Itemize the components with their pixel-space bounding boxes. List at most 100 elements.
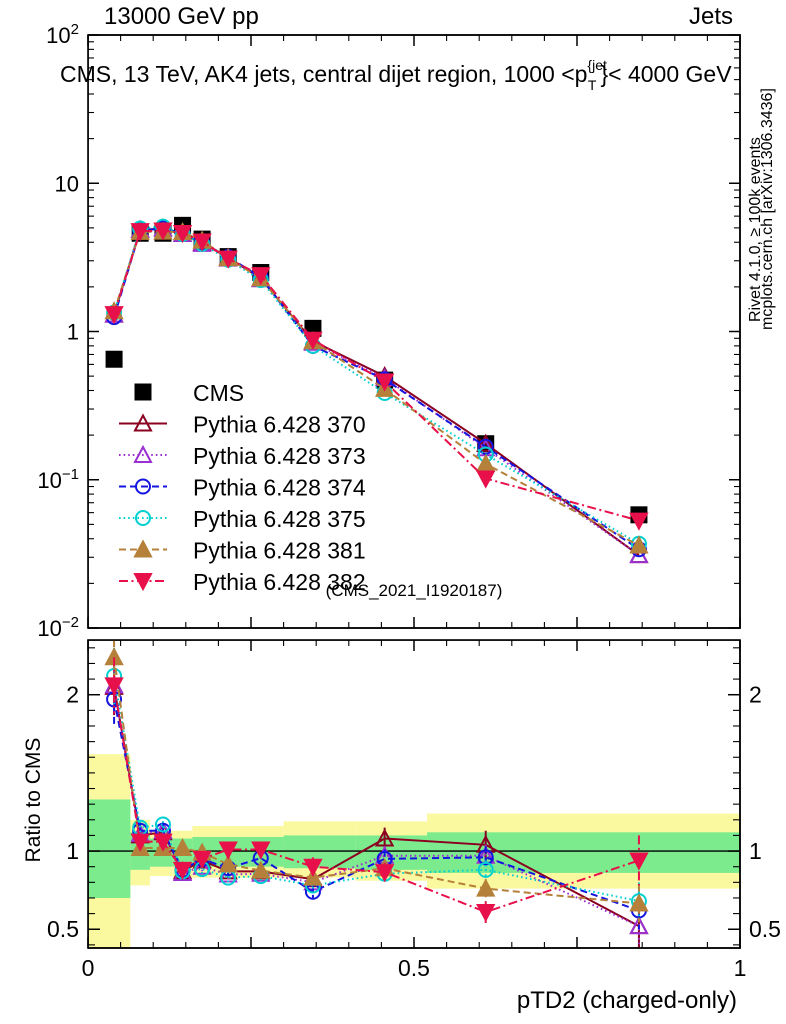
legend-item-3[interactable]: Pythia 6.428 374 — [119, 475, 366, 501]
marker-triangle-up — [303, 867, 323, 886]
series-1 — [104, 218, 649, 564]
marker-triangle-down — [251, 841, 271, 860]
marker-triangle-up — [374, 828, 395, 847]
marker-triangle-down — [303, 858, 323, 877]
marker-triangle-down — [172, 224, 193, 244]
marker-triangle-down — [218, 841, 238, 860]
y-tick-label-main: 102 — [46, 21, 79, 48]
ratio-data — [104, 640, 649, 948]
mcplots-label: mcplots.cern.ch [arXiv:1306.3436] — [759, 88, 776, 330]
legend-item-4[interactable]: Pythia 6.428 375 — [119, 506, 366, 532]
main-frame-2 — [87, 34, 741, 629]
marker-triangle-up — [629, 893, 649, 912]
marker-triangle-up — [172, 837, 193, 856]
legend-item-6[interactable]: Pythia 6.428 382 — [119, 569, 366, 595]
rivet-label: Rivet 4.1.0, ≥ 100k events — [747, 137, 764, 322]
marker-square — [105, 350, 123, 368]
clip-right — [741, 0, 786, 1024]
ratio-series-2 — [104, 657, 649, 947]
marker-triangle-down — [104, 677, 124, 696]
ratio-axis-label: Ratio to CMS — [22, 738, 45, 863]
y-tick-label-ratio-right: 1 — [749, 838, 762, 864]
marker-triangle-down — [629, 852, 649, 871]
series-2 — [104, 218, 649, 564]
marker-triangle-up — [133, 539, 153, 558]
ratio-series-1 — [104, 658, 649, 948]
marker-triangle-up — [218, 854, 238, 873]
marker-triangle-up — [172, 862, 193, 881]
y-tick-label-ratio: 1 — [66, 838, 79, 864]
marker-triangle-down — [374, 864, 395, 883]
y-tick-label-main: 1 — [67, 320, 79, 345]
ratio-series-3 — [106, 672, 647, 930]
series-0 — [105, 216, 648, 524]
marker-triangle-down — [153, 222, 173, 241]
legend-label: Pythia 6.428 382 — [193, 569, 366, 595]
band-stat — [427, 832, 740, 873]
marker-triangle-down — [153, 833, 173, 852]
marker-triangle-down — [130, 833, 150, 852]
y-tick-label-ratio-right: 2 — [749, 682, 762, 708]
marker-triangle-down — [172, 861, 193, 880]
marker-triangle-down — [303, 331, 323, 350]
marker-triangle-down — [251, 267, 271, 286]
marker-circle — [477, 861, 494, 878]
legend-label: Pythia 6.428 375 — [193, 506, 366, 532]
legend-label: Pythia 6.428 381 — [193, 538, 366, 564]
marker-triangle-down — [192, 233, 212, 252]
y-tick-label-ratio: 0.5 — [47, 916, 79, 942]
marker-triangle-down — [130, 223, 150, 242]
band-stat — [88, 799, 131, 898]
marker-circle — [154, 816, 171, 833]
marker-triangle-up — [133, 413, 153, 432]
x-tick-label: 0.5 — [398, 955, 430, 981]
marker-triangle-up — [133, 444, 153, 463]
legend-label: Pythia 6.428 370 — [193, 412, 366, 438]
marker-circle — [477, 849, 494, 866]
y-tick-label-main: 10−1 — [37, 466, 79, 493]
x-tick-label: 1 — [734, 955, 747, 981]
marker-triangle-down — [218, 250, 238, 269]
header-left: 13000 GeV pp — [104, 3, 259, 30]
marker-triangle-down — [192, 850, 212, 870]
y-tick-label-main: 10 — [55, 171, 79, 196]
marker-circle — [135, 478, 151, 495]
main-panel-frame — [87, 34, 741, 629]
main-data — [104, 216, 649, 564]
x-axis-label: pTD2 (charged-only) — [517, 987, 737, 1014]
legend-item-5[interactable]: Pythia 6.428 381 — [119, 538, 366, 564]
ratio-line — [113, 657, 640, 905]
legend-label: CMS — [193, 380, 244, 406]
legend-item-0[interactable]: CMS — [134, 380, 244, 406]
legend-item-1[interactable]: Pythia 6.428 370 — [119, 412, 366, 438]
legend-item-2[interactable]: Pythia 6.428 373 — [119, 443, 366, 469]
marker-circle — [135, 510, 151, 526]
clip-gap — [0, 629, 786, 640]
marker-triangle-down — [104, 306, 124, 325]
legend: CMS Pythia 6.428 370 Pythia 6.428 373 Pythi… — [119, 380, 366, 595]
series-6 — [104, 222, 649, 531]
marker-triangle-up — [629, 535, 649, 554]
marker-triangle-down — [133, 573, 153, 592]
watermark: (CMS_2021_I1920187) — [326, 581, 503, 600]
y-tick-label-ratio-right: 0.5 — [749, 916, 781, 942]
y-tick-label-main: 10−2 — [37, 614, 79, 641]
marker-triangle-down — [476, 904, 496, 923]
marker-square — [134, 383, 152, 401]
legend-label: Pythia 6.428 373 — [193, 443, 366, 469]
legend-label: Pythia 6.428 374 — [193, 475, 366, 501]
marker-triangle-up — [476, 433, 496, 452]
clip-left — [0, 0, 88, 1024]
marker-triangle-up — [192, 856, 212, 875]
marker-triangle-up — [476, 878, 496, 897]
marker-triangle-up — [629, 915, 649, 935]
x-tick-label: 0 — [82, 955, 95, 981]
y-tick-label-ratio: 2 — [66, 682, 79, 708]
marker-triangle-up — [251, 860, 271, 879]
marker-triangle-down — [629, 512, 649, 531]
ratio-series-6 — [104, 657, 649, 923]
ratio-line — [113, 685, 640, 928]
